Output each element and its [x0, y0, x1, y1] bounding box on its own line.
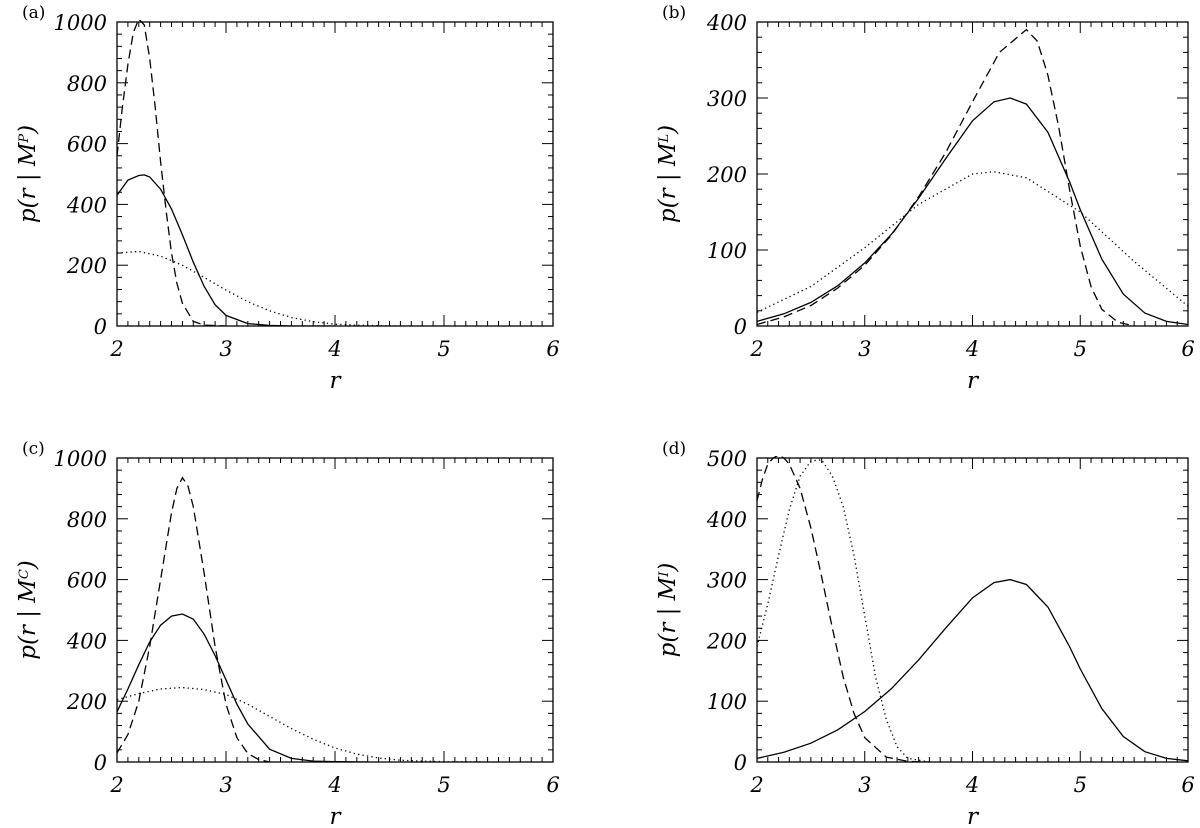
x-tick-label: 5	[437, 773, 450, 797]
y-tick-label: 400	[706, 11, 747, 35]
x-axis-label: r	[330, 804, 343, 828]
panel-label: (a)	[22, 3, 45, 23]
panel-d: 2 3 4 5 6 0 100 200 300 400 500 (d) r p(r | MI)	[655, 439, 1195, 828]
panel-b: 2 3 4 5 6 0 100 200 300 400 (b) r p(r | ML)	[655, 3, 1195, 394]
panel-label: (d)	[662, 439, 686, 459]
y-tick-label: 800	[67, 508, 107, 532]
y-tick-label: 1000	[54, 447, 107, 471]
x-tick-label: 5	[1074, 337, 1087, 361]
dotted-curve	[757, 171, 1188, 313]
plot-frame	[756, 457, 1189, 763]
y-tick-label: 200	[66, 690, 107, 714]
x-tick-label: 6	[1181, 773, 1194, 797]
x-axis-label: r	[967, 804, 980, 828]
x-axis-label: r	[330, 368, 343, 394]
y-tick-label: 300	[707, 569, 747, 593]
y-tick-label: 500	[707, 447, 747, 471]
x-tick-label: 5	[437, 337, 450, 361]
solid-curve	[117, 613, 368, 762]
y-tick-label: 100	[707, 690, 747, 714]
x-tick-label: 2	[109, 773, 123, 797]
x-tick-label: 3	[219, 337, 232, 361]
x-tick-label: 4	[327, 337, 341, 361]
x-tick-label: 4	[965, 773, 979, 797]
plot-frame	[116, 21, 554, 327]
x-tick-label: 6	[1181, 337, 1194, 361]
y-tick-label: 400	[706, 508, 747, 532]
dotted-curve	[117, 250, 444, 326]
solid-curve	[757, 97, 1188, 326]
y-tick-label: 400	[66, 193, 107, 217]
y-tick-label: 1000	[54, 11, 107, 35]
y-tick-label: 200	[66, 254, 107, 278]
x-axis-label: r	[967, 368, 980, 394]
x-tick-label: 3	[858, 773, 871, 797]
panel-c: 2 3 4 5 6 0 200 400 600 800 1000 (c) r p(r | MC)	[15, 439, 560, 828]
solid-curve	[117, 174, 335, 326]
x-tick-label: 2	[749, 337, 763, 361]
solid-curve	[757, 578, 1188, 762]
y-axis-label: p(r | ML)	[655, 125, 681, 223]
x-tick-label: 3	[858, 337, 871, 361]
dashed-curve	[117, 20, 227, 326]
x-tick-label: 2	[109, 337, 123, 361]
dashed-curve	[757, 456, 930, 762]
panel-label: (c)	[22, 439, 45, 459]
x-tick-label: 5	[1074, 773, 1087, 797]
y-axis-label: p(r | MP)	[15, 125, 41, 223]
x-tick-label: 6	[546, 337, 559, 361]
y-tick-label: 800	[67, 72, 107, 96]
y-tick-label: 100	[707, 239, 747, 263]
dotted-curve	[117, 686, 488, 762]
dotted-curve	[757, 459, 930, 762]
y-axis-label: p(r | MI)	[655, 563, 681, 658]
x-tick-label: 4	[327, 773, 341, 797]
x-tick-label: 4	[965, 337, 979, 361]
dashed-curve	[757, 28, 1135, 326]
plot-frame	[116, 457, 554, 763]
y-tick-label: 0	[94, 751, 107, 775]
y-tick-label: 600	[67, 133, 107, 157]
x-tick-label: 6	[546, 773, 559, 797]
y-axis-label: p(r | MC)	[15, 560, 41, 660]
y-tick-label: 0	[94, 315, 107, 339]
y-tick-label: 600	[67, 569, 107, 593]
y-tick-label: 200	[706, 629, 747, 653]
y-tick-label: 0	[734, 751, 747, 775]
y-tick-label: 0	[734, 315, 747, 339]
y-tick-label: 200	[706, 163, 747, 187]
y-tick-label: 300	[707, 87, 747, 111]
panel-a: 2 3 4 5 6 0 200 400 600 800 1000 (a) r p(r | MP)	[15, 3, 560, 394]
x-tick-label: 2	[749, 773, 763, 797]
x-tick-label: 3	[219, 773, 232, 797]
panel-label: (b)	[662, 3, 686, 23]
y-tick-label: 400	[66, 629, 107, 653]
